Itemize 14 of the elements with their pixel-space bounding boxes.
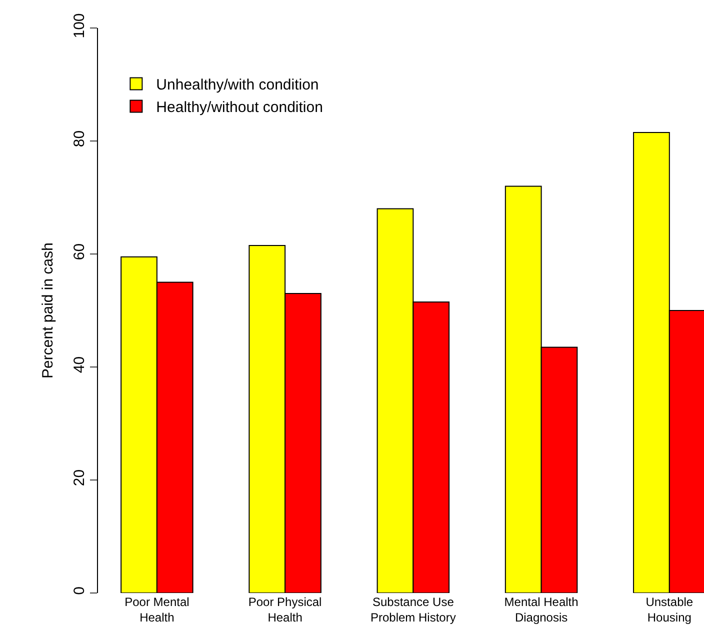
x-tick-label: Poor Mental Health xyxy=(124,595,190,625)
y-tick-label: 0 xyxy=(71,586,88,595)
legend-label: Healthy/without condition xyxy=(156,99,323,116)
y-tick-label: 100 xyxy=(71,13,88,38)
x-tick-label: Substance Use Problem History xyxy=(370,595,456,625)
x-tick-label: Unstable Housing xyxy=(646,595,694,625)
y-tick-label: 40 xyxy=(71,356,88,374)
y-tick-label: 80 xyxy=(71,130,88,148)
y-axis-title: Percent paid in cash xyxy=(39,242,56,378)
y-tick-label: 20 xyxy=(71,469,88,486)
y-tick-label: 60 xyxy=(71,243,88,260)
x-tick-label: Mental Health Diagnosis xyxy=(504,595,578,625)
legend-label: Unhealthy/with condition xyxy=(156,76,319,94)
x-tick-label: Poor Physical Health xyxy=(248,595,322,625)
